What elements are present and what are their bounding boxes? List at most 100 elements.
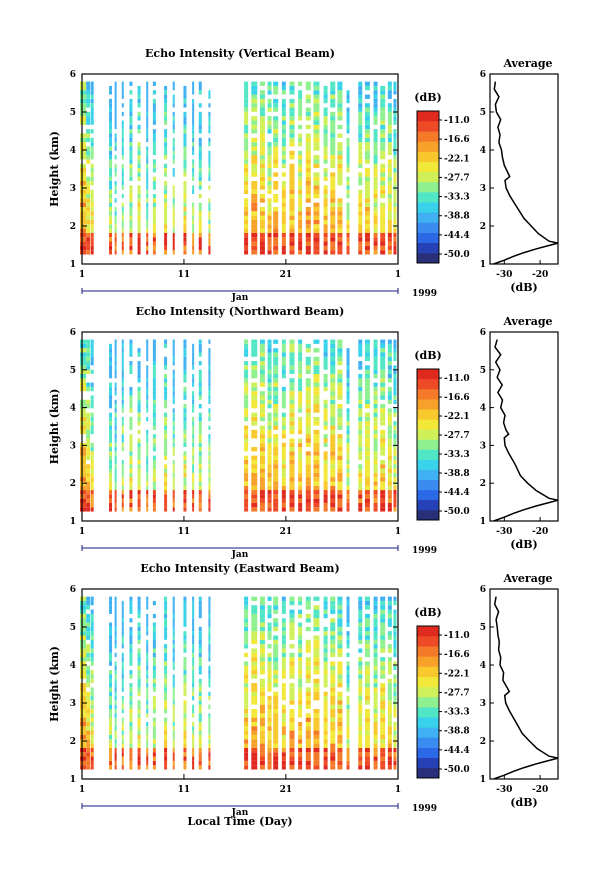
heatmap-cell	[337, 760, 343, 766]
heatmap-cell	[267, 752, 272, 757]
heatmap-cell	[129, 228, 133, 233]
heatmap-cell	[393, 721, 397, 727]
heatmap-cell	[305, 172, 311, 177]
heatmap-cell	[114, 232, 117, 238]
heatmap-cell	[346, 189, 350, 194]
heatmap-cell	[393, 365, 397, 370]
heatmap-cell	[380, 232, 386, 238]
heatmap-cell	[172, 507, 175, 512]
heatmap-cell	[393, 678, 397, 684]
heatmap-cell	[380, 438, 386, 443]
heatmap-cell	[313, 232, 320, 238]
heatmap-cell	[337, 447, 343, 452]
heatmap-cell	[192, 189, 195, 194]
heatmap-field	[80, 596, 397, 770]
heatmap-cell	[114, 747, 117, 753]
heatmap-cell	[86, 507, 91, 512]
heatmap-cell	[90, 734, 94, 740]
colorbar-swatch	[417, 111, 439, 122]
heatmap-cell	[80, 176, 87, 182]
heatmap-cell	[305, 721, 311, 727]
heatmap-cell	[244, 189, 249, 194]
heatmap-cell	[267, 674, 272, 679]
heatmap-cell	[364, 412, 370, 417]
heatmap-cell	[86, 416, 91, 422]
heatmap-cell	[80, 142, 87, 147]
heatmap-cell	[183, 494, 187, 499]
heatmap-cell	[387, 468, 392, 473]
heatmap-cell	[90, 609, 94, 614]
heatmap-cell	[114, 391, 117, 396]
heatmap-cell	[109, 98, 113, 104]
heatmap-cell	[364, 382, 370, 387]
heatmap-cell	[146, 704, 149, 709]
heatmap-cell	[192, 605, 195, 610]
heatmap-cell	[152, 206, 156, 212]
heatmap-cell	[114, 98, 117, 104]
heatmap-cell	[323, 743, 328, 748]
heatmap-cell	[358, 373, 363, 379]
heatmap-cell	[305, 760, 311, 766]
heatmap-cell	[380, 434, 386, 439]
heatmap-cell	[208, 399, 211, 405]
heatmap-cell	[298, 730, 303, 735]
heatmap-cell	[244, 202, 249, 207]
heatmap-cell	[273, 142, 279, 147]
heatmap-cell	[380, 343, 386, 349]
heatmap-cell	[192, 683, 195, 688]
heatmap-cell	[380, 185, 386, 190]
heatmap-cell	[121, 386, 124, 392]
heatmap-cell	[273, 412, 279, 417]
heatmap-cell	[129, 468, 133, 473]
heatmap-cell	[289, 477, 295, 482]
heatmap-cell	[393, 352, 397, 357]
heatmap-cell	[281, 704, 286, 709]
heatmap-cell	[86, 674, 91, 679]
heatmap-cell	[86, 404, 91, 409]
heatmap-cell	[183, 391, 187, 396]
profile-y-tick-label: 2	[480, 479, 486, 489]
heatmap-cell	[90, 168, 94, 173]
heatmap-cell	[313, 670, 320, 675]
heatmap-cell	[387, 181, 392, 186]
heatmap-cell	[364, 150, 370, 156]
heatmap-cell	[164, 250, 168, 255]
heatmap-cell	[337, 708, 343, 714]
heatmap-cell	[330, 361, 336, 366]
heatmap-cell	[109, 717, 113, 722]
heatmap-cell	[298, 241, 303, 246]
heatmap-cell	[393, 391, 397, 396]
heatmap-cell	[172, 94, 175, 99]
heatmap-cell	[121, 206, 124, 212]
heatmap-cell	[192, 202, 195, 207]
heatmap-cell	[373, 765, 378, 770]
heatmap-cell	[198, 726, 202, 731]
heatmap-cell	[129, 404, 133, 409]
heatmap-cell	[259, 339, 265, 344]
heatmap-cell	[152, 412, 156, 417]
heatmap-cell	[380, 378, 386, 383]
heatmap-cell	[129, 98, 133, 104]
heatmap-cell	[183, 635, 187, 640]
heatmap-cell	[387, 648, 392, 653]
heatmap-cell	[86, 206, 91, 212]
heatmap-cell	[281, 159, 286, 164]
heatmap-cell	[380, 765, 386, 770]
heatmap-cell	[259, 146, 265, 151]
heatmap-cell	[208, 490, 211, 495]
heatmap-cell	[146, 756, 149, 761]
heatmap-cell	[198, 416, 202, 422]
heatmap-cell	[114, 250, 117, 255]
heatmap-cell	[323, 133, 328, 138]
heatmap-cell	[364, 661, 370, 666]
heatmap-cell	[346, 455, 350, 460]
heatmap-cell	[358, 228, 363, 233]
heatmap-cell	[152, 146, 156, 151]
y-axis-label: Height (km)	[48, 389, 61, 465]
heatmap-cell	[298, 155, 303, 160]
heatmap-cell	[337, 626, 343, 632]
heatmap-cell	[346, 124, 350, 130]
heatmap-cell	[358, 339, 363, 344]
heatmap-cell	[346, 181, 350, 186]
